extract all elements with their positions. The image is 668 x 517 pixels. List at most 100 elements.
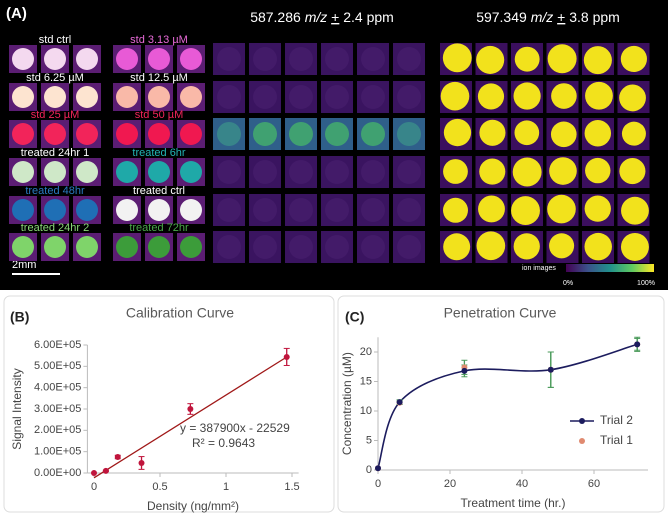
colorbar-min: 0%	[563, 280, 573, 287]
x-tick-label: 60	[588, 478, 600, 490]
y-axis-label: Signal Intensity	[10, 368, 24, 449]
y-tick-label: 0.00E+00	[34, 467, 81, 479]
ion-spot	[325, 160, 349, 184]
well	[76, 199, 98, 221]
well	[12, 86, 34, 108]
x-tick-label: 0.5	[152, 481, 167, 493]
well-label: std 6.25 µM	[26, 72, 84, 84]
well-label: std 25 µM	[31, 109, 80, 121]
mass-header: 597.349 m/z + 3.8 ppm	[476, 9, 620, 25]
x-tick-label: 40	[516, 478, 528, 490]
ion-spot	[550, 121, 577, 148]
ion-spot	[477, 83, 505, 110]
ion-spot	[619, 158, 646, 185]
ion-spot	[397, 160, 421, 184]
tolerance: 3.8 ppm	[569, 9, 620, 25]
well-label: treated 24hr 1	[21, 147, 90, 159]
data-point	[91, 470, 97, 476]
well	[116, 199, 138, 221]
well	[180, 48, 202, 70]
ion-spot	[585, 81, 613, 110]
x-tick-label: 1	[223, 481, 229, 493]
well	[180, 123, 202, 145]
ion-spot	[253, 47, 277, 71]
scale-bar-label: 2mm	[12, 259, 36, 271]
ion-spot	[253, 122, 277, 146]
x-tick-label: 1.5	[284, 481, 299, 493]
well	[148, 86, 170, 108]
trendline	[93, 356, 288, 479]
x-axis-label: Treatment time (hr.)	[461, 496, 566, 510]
well-label: std 3.13 µM	[130, 34, 188, 46]
chart-title: Calibration Curve	[126, 305, 234, 321]
ion-spot	[217, 235, 241, 259]
ion-spot	[217, 160, 241, 184]
x-tick-label: 0	[375, 478, 381, 490]
well	[76, 161, 98, 183]
y-tick-label: 15	[360, 375, 372, 387]
ion-spot	[361, 198, 385, 222]
well	[76, 236, 98, 258]
mass: 597.349	[476, 9, 527, 25]
colorbar	[566, 264, 654, 272]
y-tick-label: 6.00E+05	[34, 339, 81, 351]
well	[148, 161, 170, 183]
well	[12, 161, 34, 183]
ion-spot	[253, 160, 277, 184]
tolerance: 2.4 ppm	[343, 9, 394, 25]
well	[116, 161, 138, 183]
well	[148, 123, 170, 145]
ion-spot	[549, 157, 577, 185]
well	[148, 48, 170, 70]
well	[180, 236, 202, 258]
well	[180, 199, 202, 221]
ion-spot	[440, 81, 470, 111]
legend-label: Trial 2	[600, 413, 633, 427]
well	[12, 199, 34, 221]
well-label: treated 48hr	[25, 185, 85, 197]
ion-spot	[584, 232, 612, 261]
well	[116, 123, 138, 145]
ion-spot	[217, 122, 241, 146]
x-tick-label: 20	[444, 478, 456, 490]
y-tick-label: 10	[360, 405, 372, 417]
mass-unit: m/z	[305, 9, 328, 25]
well	[180, 86, 202, 108]
y-tick-label: 5.00E+05	[34, 360, 81, 372]
ion-spot	[397, 235, 421, 259]
ion-spot	[442, 43, 472, 73]
ion-spot	[253, 198, 277, 222]
ion-spot	[397, 198, 421, 222]
panel-label: (A)	[6, 5, 27, 22]
ion-spot	[513, 82, 541, 110]
x-axis-label: Density (ng/mm²)	[147, 499, 239, 513]
tolerance-sign: +	[331, 9, 339, 25]
y-tick-label: 1.00E+05	[34, 446, 81, 458]
ion-spot	[584, 195, 611, 222]
data-point	[102, 467, 109, 474]
data-point	[114, 454, 121, 460]
data-point	[547, 366, 554, 373]
panel-label: (C)	[345, 309, 364, 325]
ion-spot	[289, 235, 313, 259]
data-point	[461, 367, 468, 374]
y-tick-label: 3.00E+05	[34, 403, 81, 415]
mass-header: 587.286 m/z + 2.4 ppm	[250, 9, 394, 25]
tolerance-sign: +	[557, 9, 565, 25]
ion-spot	[361, 122, 385, 146]
y-tick-label: 0	[366, 464, 372, 476]
well	[44, 86, 66, 108]
ion-spot	[513, 233, 540, 260]
ion-spot	[584, 119, 612, 147]
ion-spot	[443, 233, 471, 261]
ion-spot	[289, 85, 313, 109]
ion-spot	[397, 85, 421, 109]
well-label: std ctrl	[39, 34, 71, 46]
ion-spot	[361, 47, 385, 71]
ion-spot	[443, 118, 472, 147]
well	[44, 161, 66, 183]
well-label: treated 6hr	[132, 147, 186, 159]
ion-spot	[476, 231, 506, 261]
data-point	[283, 353, 290, 360]
